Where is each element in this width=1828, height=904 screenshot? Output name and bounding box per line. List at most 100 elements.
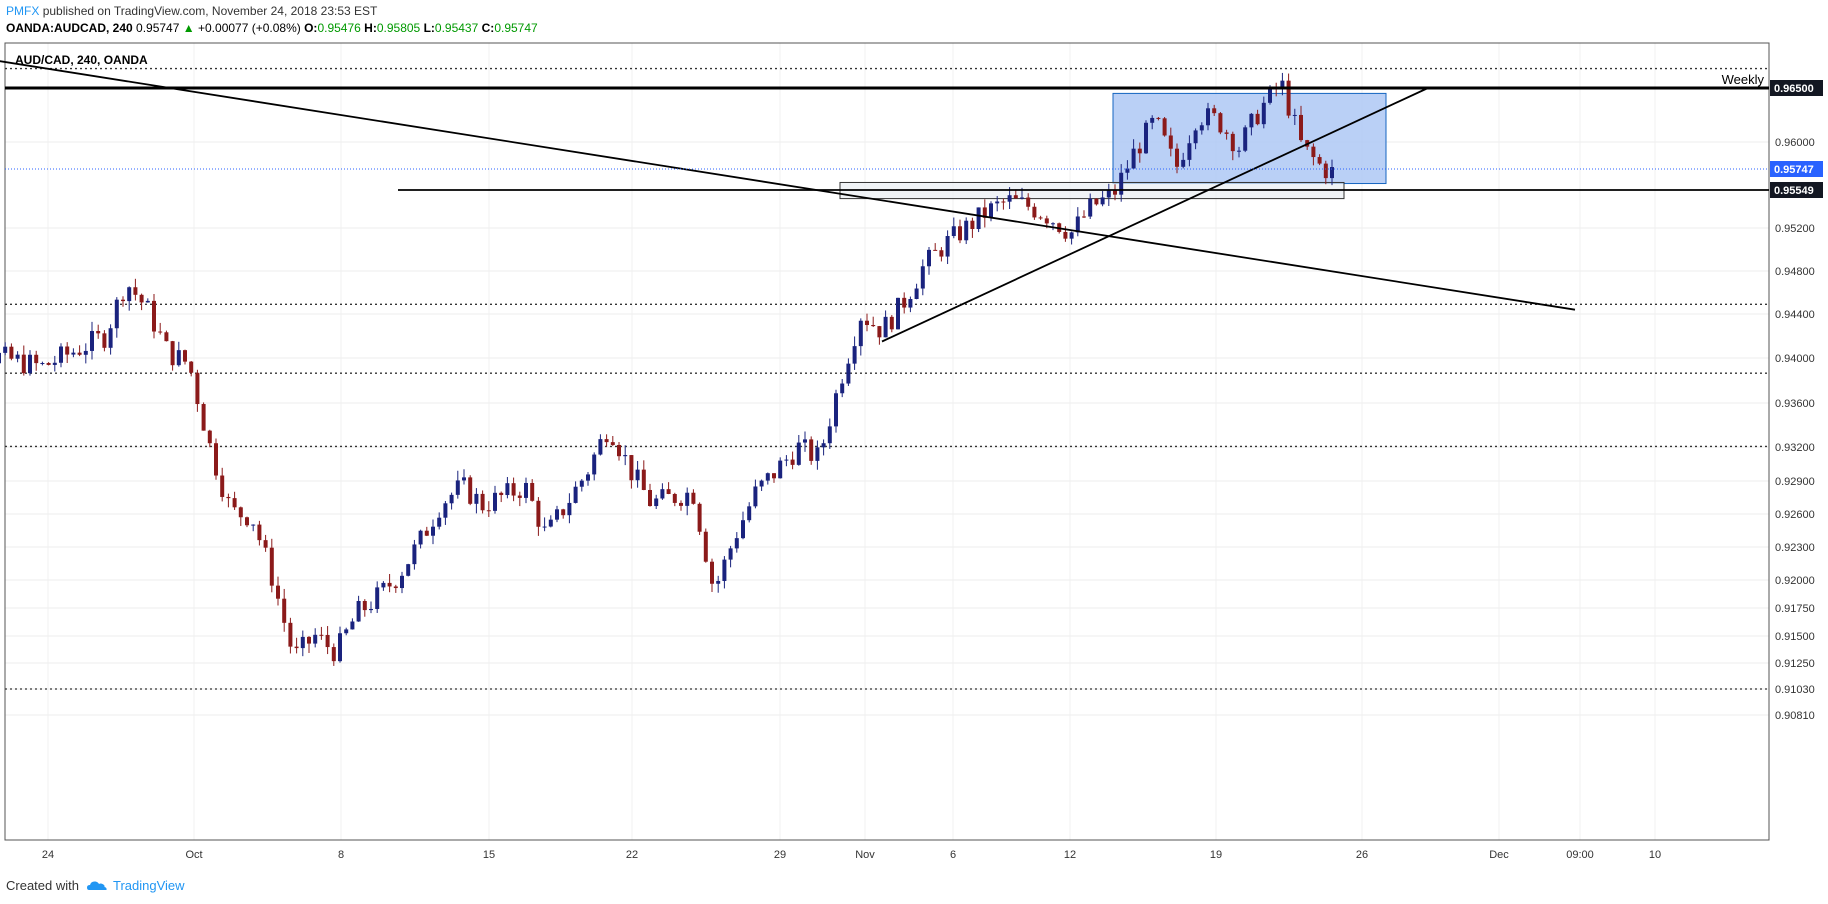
high-value: 0.95805	[376, 21, 421, 35]
candle-body	[561, 509, 566, 516]
candle-body	[381, 582, 386, 588]
candle-body	[245, 517, 249, 526]
time-tick-label: 22	[626, 849, 638, 861]
candle-body	[1168, 135, 1173, 149]
candle-body	[220, 475, 225, 497]
candle-body	[759, 480, 764, 487]
candle-body	[170, 341, 175, 366]
weekly-label: Weekly	[1722, 72, 1765, 87]
candle-body	[976, 207, 981, 230]
candle-body	[449, 494, 454, 504]
candle-body	[195, 372, 200, 405]
candle-body	[542, 526, 547, 528]
tradingview-cloud-icon	[86, 881, 107, 890]
candle-body	[424, 530, 429, 536]
candle-body	[784, 459, 789, 461]
candle-body	[989, 203, 993, 218]
change-arrow-icon: ▲	[182, 21, 195, 35]
candle-body	[406, 564, 411, 576]
candle-body	[1088, 198, 1093, 217]
candle-body	[524, 482, 528, 498]
candle-body	[772, 473, 776, 479]
annotations-front: Weekly	[0, 60, 1769, 343]
candle-body	[152, 300, 156, 332]
candle-body	[933, 249, 938, 251]
candle-body	[809, 439, 814, 461]
candle-body	[858, 320, 863, 347]
candle-body	[1106, 190, 1111, 198]
candle-body	[902, 297, 907, 308]
candle-body	[803, 439, 807, 443]
candle-body	[1069, 232, 1074, 239]
time-axis: 24 Oct 8 15 22 29 Nov 6 12 19 26 Dec 09:00 10	[42, 849, 1661, 861]
candle-body	[1268, 86, 1272, 103]
chart-grid	[5, 43, 1769, 840]
high-label: H:	[364, 21, 377, 35]
candle-body	[139, 294, 144, 303]
price-tick-label: 0.92300	[1775, 542, 1815, 554]
candle-body	[951, 226, 956, 237]
candle-body	[889, 316, 894, 330]
candle-body	[604, 439, 609, 443]
candle-body	[356, 600, 361, 622]
time-tick-label: Dec	[1489, 849, 1509, 861]
price-tick-label: 0.93200	[1775, 442, 1815, 454]
price-label: 0.95747	[1774, 164, 1814, 176]
candle-body	[1299, 114, 1303, 141]
candle-body	[598, 439, 603, 455]
price-tick-label: 0.92000	[1775, 575, 1815, 587]
candle-body	[1237, 150, 1241, 152]
footer: Created with TradingView	[6, 878, 185, 894]
candle-body	[517, 495, 522, 498]
candle-body	[610, 442, 615, 445]
candle-body	[796, 442, 801, 465]
candle-body	[1292, 114, 1297, 116]
candle-body	[226, 496, 231, 499]
candle-body	[1243, 127, 1248, 151]
candle-body	[939, 250, 944, 257]
candle-body	[1082, 216, 1086, 218]
candles-layer	[0, 72, 1334, 666]
trendline	[881, 87, 1429, 343]
candle-body	[567, 502, 572, 516]
candle-body	[288, 622, 293, 647]
candle-body	[1119, 172, 1124, 195]
candle-body	[747, 506, 752, 521]
candle-body	[183, 350, 187, 362]
candle-body	[350, 621, 355, 630]
candle-body	[1131, 148, 1136, 169]
candle-body	[83, 350, 88, 355]
candle-body	[307, 636, 311, 644]
tradingview-link[interactable]: TradingView	[112, 878, 185, 893]
candle-body	[1038, 217, 1043, 219]
candle-body	[412, 544, 417, 565]
candle-body	[493, 492, 497, 511]
author-name[interactable]: PMFX	[6, 4, 40, 18]
candle-body	[1193, 130, 1198, 144]
candle-body	[400, 575, 404, 589]
candle-body	[1187, 143, 1192, 160]
price-label: 0.95549	[1774, 185, 1814, 197]
candle-body	[871, 325, 876, 327]
candle-body	[387, 582, 392, 587]
candle-body	[790, 459, 795, 465]
candle-body	[1212, 108, 1217, 114]
candle-body	[1044, 218, 1049, 224]
candle-body	[697, 503, 702, 532]
candle-body	[648, 489, 652, 507]
candle-body	[1286, 80, 1291, 116]
candle-body	[437, 517, 442, 527]
candle-body	[257, 524, 262, 541]
candle-body	[536, 500, 541, 527]
candle-body	[251, 524, 256, 526]
open-value: 0.95476	[317, 21, 361, 35]
change-value: +0.00077 (+0.08%)	[198, 21, 301, 35]
candle-body	[672, 493, 677, 503]
time-tick-label: 29	[774, 849, 786, 861]
candle-body	[734, 538, 739, 549]
candle-body	[431, 526, 435, 536]
price-tick-label: 0.91030	[1775, 684, 1815, 696]
candle-body	[896, 297, 900, 330]
candle-body	[883, 316, 888, 338]
